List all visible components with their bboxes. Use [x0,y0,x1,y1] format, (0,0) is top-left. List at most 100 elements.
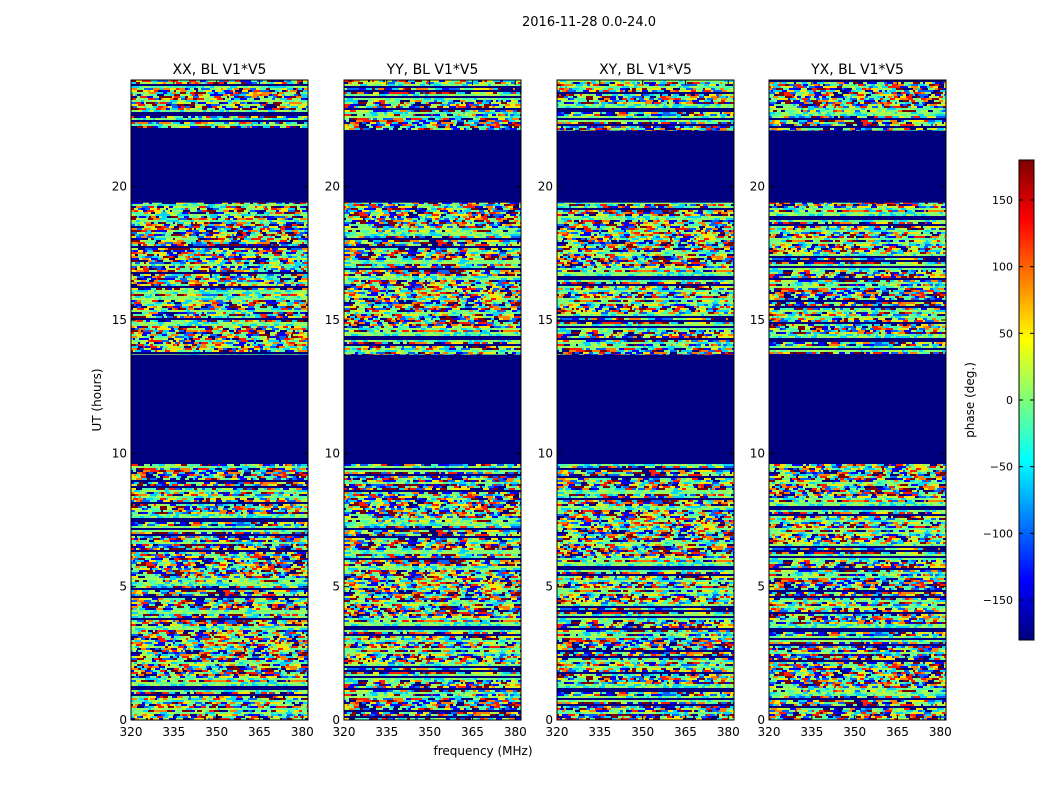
heatmap-cell [213,82,219,84]
heatmap-cell [241,100,244,102]
heatmap-cell [133,274,140,276]
heatmap-cell [206,104,211,106]
heatmap-cell [194,296,197,298]
heatmap-cell [144,270,149,272]
heatmap-cell [299,224,304,226]
heatmap-cell [234,254,236,256]
heatmap-cell [263,266,266,268]
heatmap-cell [186,92,190,94]
heatmap-cell [199,96,203,98]
heatmap-cell [144,308,149,310]
heatmap-cell [302,102,304,104]
heatmap-cell [215,310,218,312]
heatmap-cell [219,230,222,232]
heatmap-cell [164,250,171,252]
heatmap-cell [195,104,197,106]
heatmap-cell [223,248,229,250]
heatmap-cell [166,270,168,272]
heatmap-cell [292,256,297,258]
heatmap-cell [172,124,176,126]
heatmap-cell [284,236,291,238]
heatmap-cell [288,316,292,318]
heatmap-cell [231,284,233,286]
heatmap-cell [140,96,147,98]
heatmap-cell [180,94,183,96]
heatmap-cell [173,238,175,240]
heatmap-cell [165,248,168,250]
heatmap-cell [148,242,155,244]
heatmap-cell [183,342,188,344]
heatmap-cell [193,336,198,338]
heatmap-cell [256,348,260,350]
heatmap-cell [138,322,145,324]
heatmap-cell [283,282,286,284]
heatmap-cell [234,94,239,96]
heatmap-cell [208,264,210,266]
heatmap-cell [216,88,221,90]
heatmap-cell [159,330,163,332]
heatmap-cell [239,216,242,218]
heatmap-cell [234,98,240,100]
heatmap-cell [154,254,157,256]
heatmap-cell [193,294,196,296]
heatmap-cell [264,108,267,110]
heatmap-cell [274,238,277,240]
heatmap-cell [196,252,198,254]
heatmap-cell [192,214,198,216]
heatmap-cell [273,82,275,84]
heatmap-cell [201,216,204,218]
heatmap-cell [192,218,199,220]
heatmap-cell [243,258,247,260]
heatmap-cell [280,278,285,280]
heatmap-cell [270,100,274,102]
heatmap-cell [207,346,211,348]
heatmap-cell [293,288,298,290]
heatmap-cell [272,330,275,332]
heatmap-cell [179,330,184,332]
heatmap-cell [137,300,141,302]
heatmap-cell [155,348,162,350]
heatmap-cell [225,92,227,94]
heatmap-cell [148,90,150,92]
heatmap-cell [151,308,154,310]
heatmap-cell [214,306,221,308]
heatmap-cell [256,312,260,314]
heatmap-cell [212,256,216,258]
heatmap-cell [162,204,169,206]
heatmap-cell [284,338,290,340]
heatmap-cell [187,294,190,296]
heatmap-cell [185,118,187,120]
heatmap-cell [135,328,139,330]
heatmap-cell [272,248,278,250]
heatmap-cell [298,118,301,120]
heatmap-cell [136,304,142,306]
heatmap-cell [285,94,290,96]
heatmap-cell [292,242,296,244]
heatmap-cell [175,320,182,322]
heatmap-cell [200,258,206,260]
heatmap-cell [260,302,263,304]
heatmap-cell [277,344,283,346]
heatmap-cell [163,92,167,94]
heatmap-cell [182,212,188,214]
heatmap-cell [185,310,187,312]
heatmap-cell [257,290,261,292]
heatmap-cell [235,262,237,264]
heatmap-cell [301,254,304,256]
heatmap-cell [251,238,257,240]
heatmap-cell [164,262,171,264]
heatmap-cell [280,302,287,304]
heatmap-cell [280,228,285,230]
heatmap-cell [210,96,214,98]
heatmap-cell [304,92,306,94]
heatmap-cell [133,104,138,106]
heatmap-cell [170,290,174,292]
heatmap-cell [154,214,156,216]
heatmap-cell [170,110,177,112]
heatmap-cell [248,336,251,338]
heatmap-cell [196,268,198,270]
heatmap-cell [168,90,170,92]
heatmap-cell [215,278,220,280]
heatmap-cell [300,126,302,128]
heatmap-cell [231,204,235,206]
